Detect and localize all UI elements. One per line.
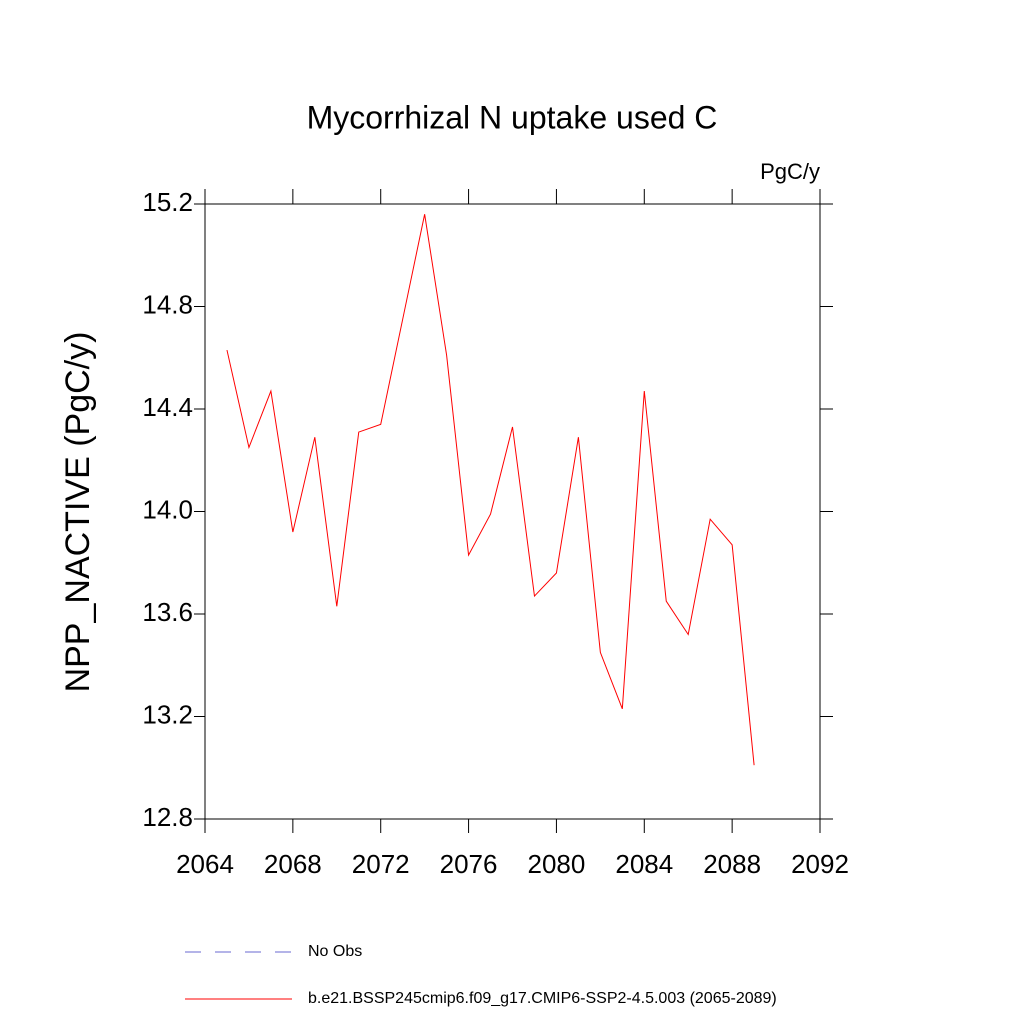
x-tick-label: 2076 — [440, 849, 498, 879]
x-tick-label: 2092 — [791, 849, 849, 879]
x-tick-label: 2088 — [703, 849, 761, 879]
units-label: PgC/y — [760, 159, 820, 184]
y-tick-label: 13.2 — [142, 699, 193, 729]
y-tick-label: 14.8 — [142, 289, 193, 319]
y-tick-label: 15.2 — [142, 187, 193, 217]
y-tick-label: 13.6 — [142, 597, 193, 627]
legend-label: No Obs — [308, 943, 362, 960]
y-tick-label: 14.4 — [142, 392, 193, 422]
y-tick-label: 12.8 — [142, 802, 193, 832]
x-tick-label: 2084 — [615, 849, 673, 879]
x-tick-label: 2064 — [176, 849, 234, 879]
x-tick-label: 2068 — [264, 849, 322, 879]
y-axis-label: NPP_NACTIVE (PgC/y) — [59, 332, 97, 693]
legend-label: b.e21.BSSP245cmip6.f09_g17.CMIP6-SSP2-4.… — [308, 990, 777, 1007]
x-tick-label: 2072 — [352, 849, 410, 879]
chart-title: Mycorrhizal N uptake used C — [307, 99, 718, 135]
series-line — [226, 214, 755, 766]
y-tick-label: 14.0 — [142, 494, 193, 524]
x-tick-label: 2080 — [528, 849, 586, 879]
